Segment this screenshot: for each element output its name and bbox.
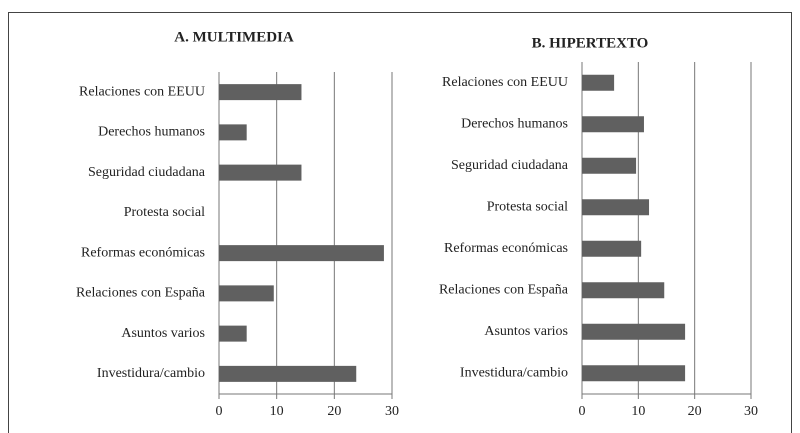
y-tick-label: Derechos humanos: [98, 125, 205, 140]
bar: [582, 323, 686, 340]
y-tick-label: Relaciones con EEUU: [442, 75, 568, 90]
y-tick-label: Asuntos varios: [121, 326, 205, 341]
bar: [582, 157, 637, 174]
bar: [582, 282, 665, 299]
chart-title: B. HIPERTEXTO: [532, 35, 649, 51]
y-tick-label: Seguridad ciudadana: [451, 158, 569, 173]
bar: [582, 365, 686, 382]
x-tick-label: 20: [688, 404, 702, 419]
y-tick-label: Protesta social: [487, 199, 568, 214]
bar: [582, 74, 615, 91]
y-tick-label: Relaciones con España: [439, 282, 569, 297]
frame: [8, 12, 792, 433]
bar: [219, 325, 247, 342]
bar: [219, 164, 302, 181]
x-tick-label: 30: [744, 404, 758, 419]
bar: [219, 245, 384, 262]
y-tick-label: Asuntos varios: [484, 324, 568, 339]
bar: [219, 365, 357, 382]
y-tick-label: Relaciones con España: [76, 286, 206, 301]
chart-title: A. MULTIMEDIA: [174, 29, 294, 45]
x-tick-label: 20: [327, 404, 341, 419]
x-tick-label: 0: [216, 404, 223, 419]
y-tick-label: Derechos humanos: [461, 116, 568, 131]
bar: [219, 84, 302, 101]
bar: [219, 285, 274, 302]
y-tick-label: Seguridad ciudadana: [88, 165, 206, 180]
bar: [219, 124, 247, 141]
x-tick-label: 10: [270, 404, 284, 419]
y-tick-label: Protesta social: [124, 205, 205, 220]
y-tick-label: Relaciones con EEUU: [79, 84, 205, 99]
y-tick-label: Investidura/cambio: [460, 365, 568, 380]
x-tick-label: 30: [385, 404, 399, 419]
x-tick-label: 0: [579, 404, 586, 419]
x-tick-label: 10: [631, 404, 645, 419]
bar: [582, 199, 650, 216]
bar: [582, 240, 642, 257]
y-tick-label: Reformas económicas: [81, 245, 205, 260]
y-tick-label: Reformas económicas: [444, 241, 568, 256]
bar: [582, 116, 644, 133]
y-tick-label: Investidura/cambio: [97, 366, 205, 381]
